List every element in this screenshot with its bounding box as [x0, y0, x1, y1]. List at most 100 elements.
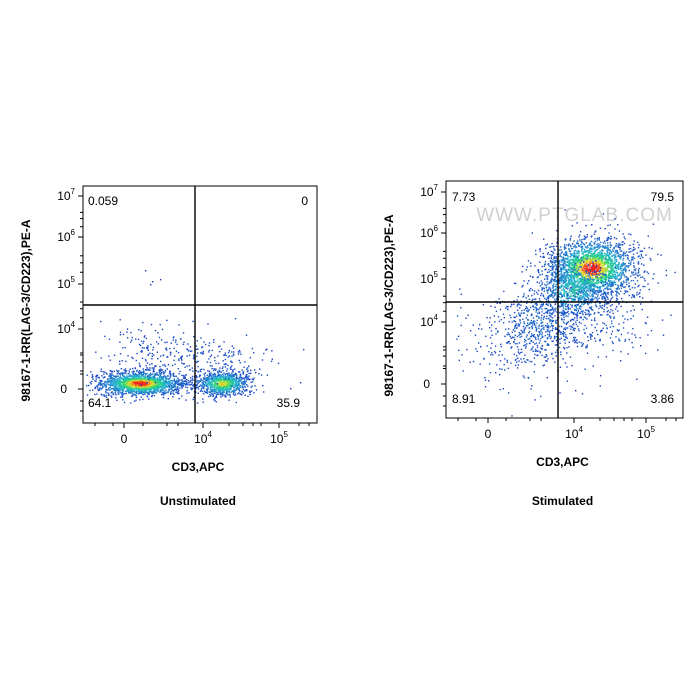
- event-dot: [613, 276, 615, 278]
- event-dot: [603, 252, 606, 255]
- event-dot: [594, 267, 596, 269]
- event-dot: [611, 296, 614, 298]
- event-dot: [562, 274, 564, 276]
- event-dot: [563, 281, 565, 283]
- event-dot: [186, 386, 189, 389]
- event-dot: [135, 382, 138, 385]
- event-dot: [162, 364, 164, 366]
- event-dot: [119, 391, 121, 394]
- event-dot: [172, 396, 174, 398]
- event-dot: [151, 352, 153, 355]
- event-dot: [633, 269, 635, 271]
- event-dot: [142, 398, 144, 401]
- event-dot: [610, 294, 613, 296]
- event-dot: [118, 370, 120, 372]
- event-dot: [596, 300, 598, 302]
- event-dot: [205, 392, 207, 394]
- event-dot: [547, 298, 549, 300]
- event-dot: [164, 341, 166, 344]
- event-dot: [95, 380, 97, 382]
- event-dot: [572, 267, 574, 269]
- event-dot: [583, 235, 586, 237]
- event-dot: [125, 370, 128, 372]
- event-dot: [224, 381, 226, 383]
- event-dot: [587, 251, 589, 253]
- event-dot: [143, 389, 145, 391]
- event-dot: [227, 378, 230, 381]
- event-dot: [204, 391, 207, 393]
- event-dot: [177, 352, 180, 354]
- event-dot: [129, 383, 131, 385]
- event-dot: [147, 392, 150, 394]
- event-dot: [155, 372, 157, 375]
- event-dot: [143, 376, 145, 378]
- event-dot: [646, 271, 648, 273]
- event-dot: [549, 288, 552, 290]
- event-dot: [567, 260, 569, 263]
- event-dot: [197, 386, 199, 388]
- event-dot: [600, 241, 602, 243]
- event-dot: [108, 393, 110, 395]
- event-dot: [579, 270, 581, 272]
- event-dot: [232, 353, 235, 355]
- event-dot: [199, 384, 202, 386]
- event-dot: [92, 378, 94, 380]
- event-dot: [142, 368, 144, 370]
- event-dot: [600, 269, 602, 272]
- event-dot: [181, 385, 183, 387]
- event-dot: [226, 368, 228, 370]
- event-dot: [571, 254, 573, 256]
- event-dot: [248, 375, 250, 377]
- event-dot: [198, 376, 201, 378]
- event-dot: [153, 354, 155, 356]
- event-dot: [588, 257, 590, 260]
- event-dot: [617, 275, 619, 277]
- event-dot: [235, 388, 237, 390]
- event-dot: [172, 336, 175, 339]
- event-dot: [591, 224, 593, 226]
- event-dot: [217, 392, 219, 394]
- event-dot: [217, 384, 220, 387]
- event-dot: [152, 375, 154, 378]
- event-dot: [609, 276, 611, 279]
- event-dot: [203, 383, 205, 386]
- event-dot: [569, 252, 572, 255]
- event-dot: [618, 279, 620, 281]
- event-dot: [575, 265, 577, 267]
- event-dot: [172, 379, 174, 382]
- event-dot: [123, 379, 125, 381]
- event-dot: [615, 256, 617, 258]
- event-dot: [207, 388, 209, 390]
- event-dot: [180, 356, 182, 358]
- event-dot: [251, 385, 253, 387]
- event-dot: [598, 247, 600, 250]
- event-dot: [234, 391, 236, 393]
- event-dot: [145, 386, 148, 389]
- event-dot: [148, 381, 150, 383]
- event-dot: [154, 383, 156, 385]
- event-dot: [214, 360, 216, 362]
- event-dot: [559, 282, 561, 285]
- event-dot: [160, 386, 162, 388]
- event-dot: [136, 369, 138, 372]
- x-tick-label: 104: [194, 430, 212, 446]
- event-dot: [169, 383, 172, 386]
- event-dot: [158, 371, 161, 373]
- event-dot: [239, 390, 241, 392]
- event-dot: [244, 382, 246, 384]
- event-dot: [561, 270, 563, 272]
- event-dot: [225, 386, 228, 389]
- event-dot: [216, 377, 218, 379]
- event-dot: [564, 266, 566, 268]
- event-dot: [108, 338, 111, 340]
- event-dot: [610, 235, 612, 238]
- event-dot: [215, 368, 217, 370]
- event-dot: [196, 361, 198, 364]
- event-dot: [144, 373, 147, 376]
- event-dot: [128, 392, 130, 394]
- event-dot: [144, 379, 147, 382]
- event-dot: [159, 369, 161, 371]
- event-dot: [231, 390, 233, 392]
- event-dot: [616, 288, 618, 291]
- event-dot: [116, 399, 118, 401]
